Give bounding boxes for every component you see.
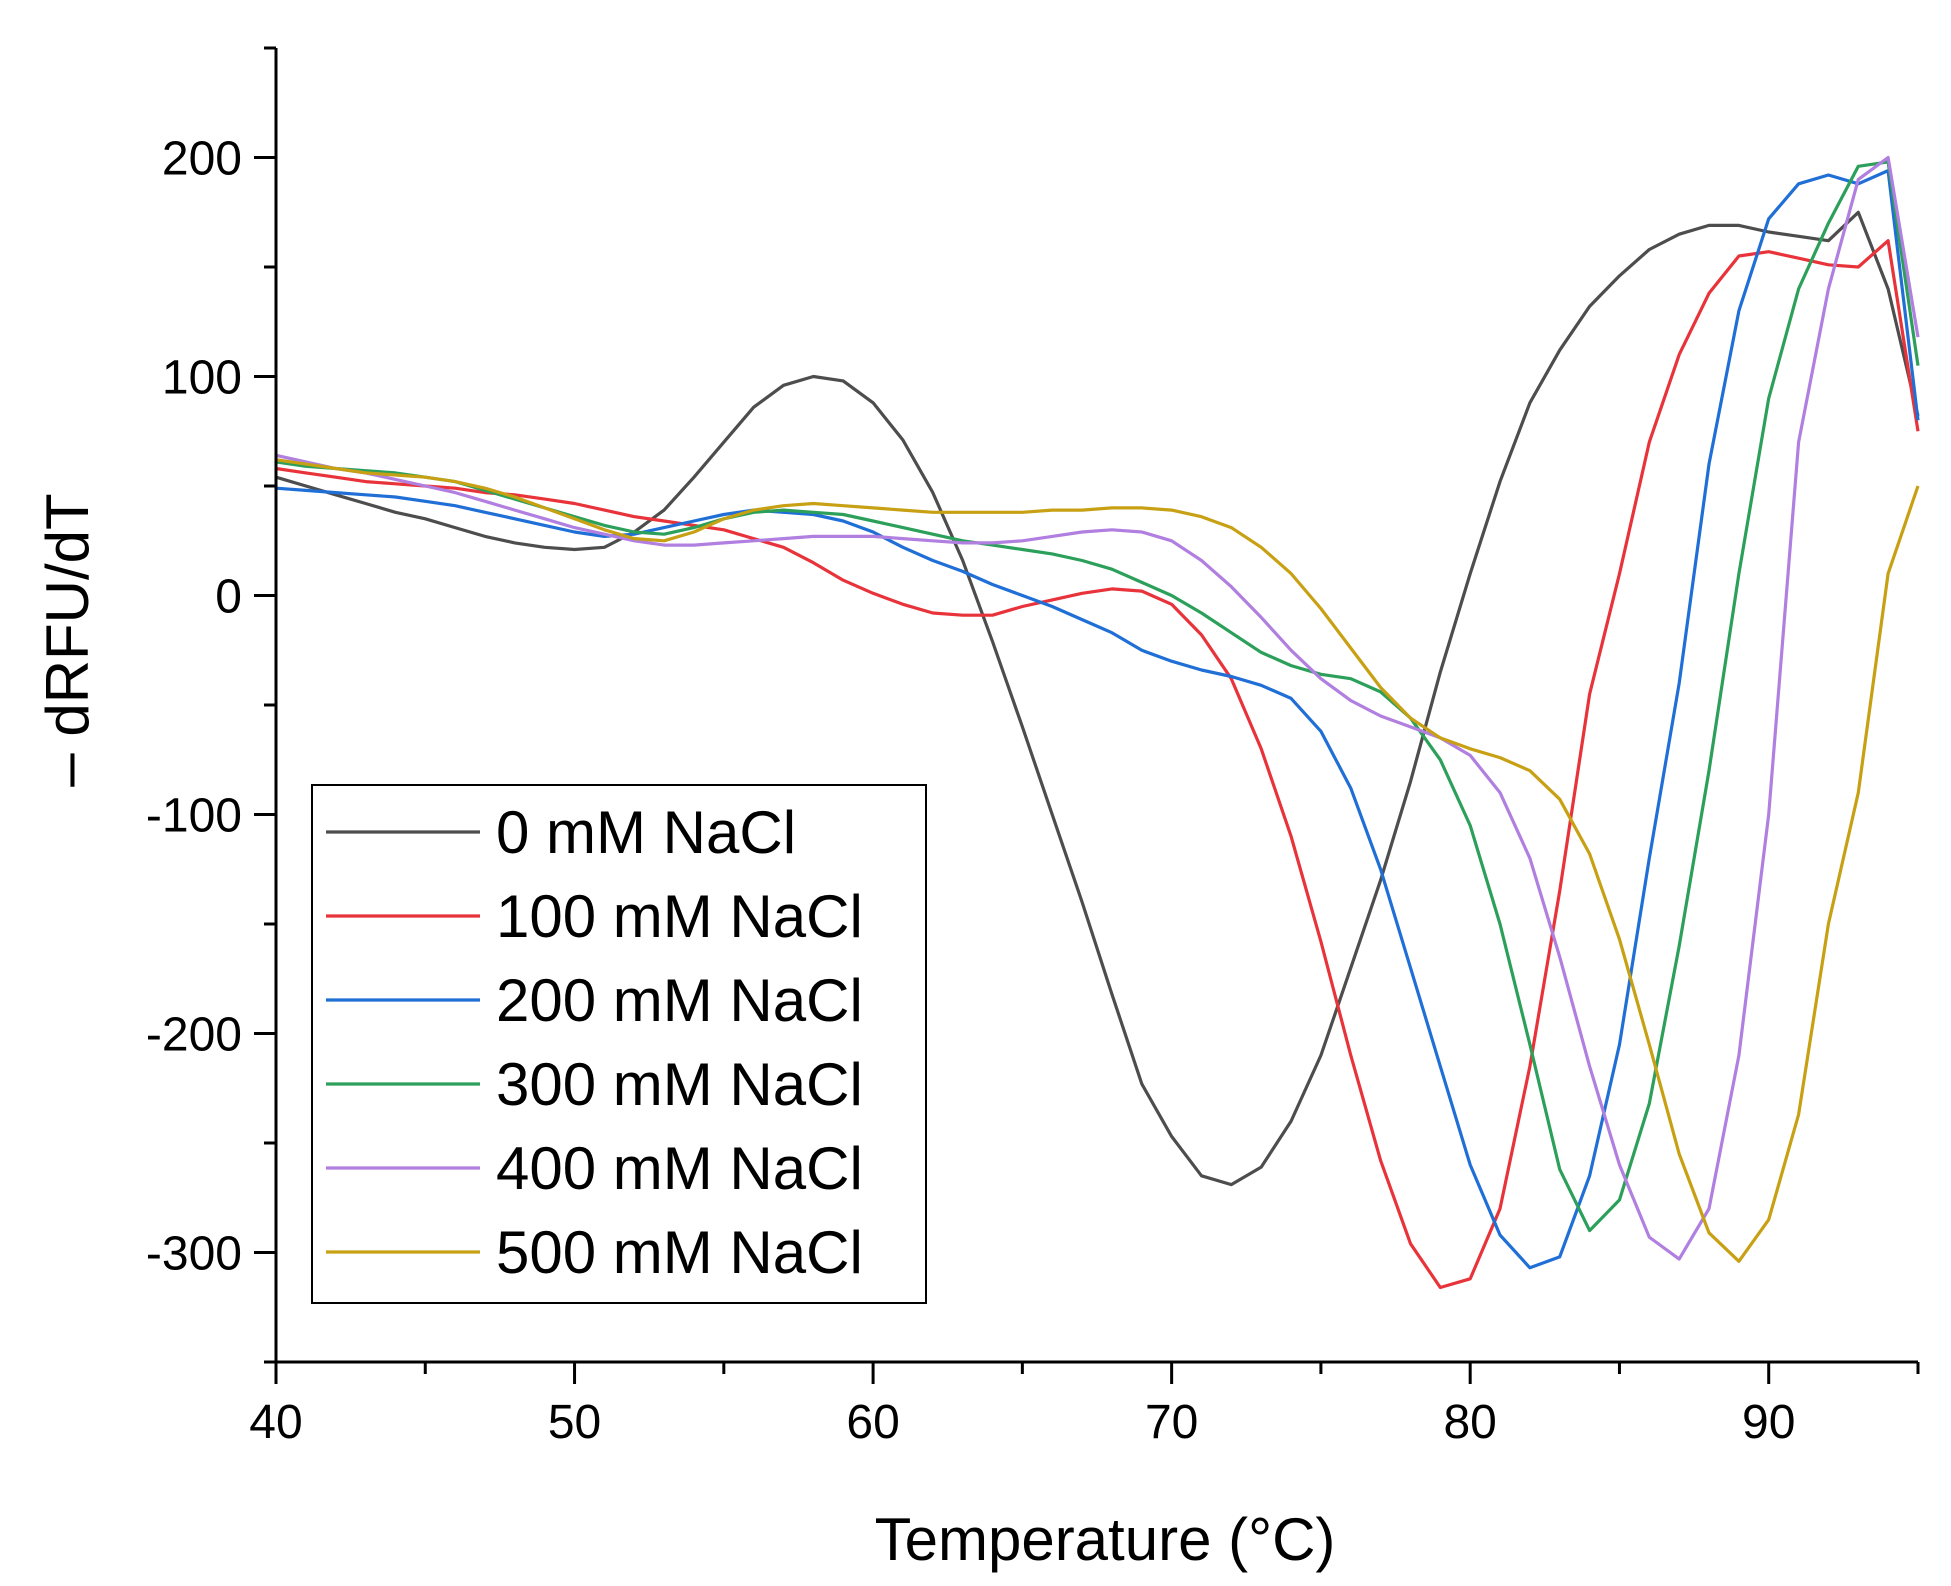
y-axis-title: – dRFU/dT bbox=[34, 493, 101, 786]
legend-label-2: 100 mM NaCl bbox=[496, 883, 863, 950]
legend-label-6: 500 mM NaCl bbox=[496, 1219, 863, 1286]
series-lines bbox=[275, 155, 1920, 1290]
series-line-6 bbox=[275, 458, 1920, 1263]
x-tick-label: 80 bbox=[1443, 1396, 1496, 1449]
x-tick-label: 90 bbox=[1742, 1396, 1795, 1449]
y-tick-label: 100 bbox=[162, 352, 242, 405]
legend-label-1: 0 mM NaCl bbox=[496, 799, 796, 866]
x-tick-label: 60 bbox=[846, 1396, 899, 1449]
y-tick-label: -200 bbox=[146, 1009, 242, 1062]
y-tick-label: -100 bbox=[146, 790, 242, 843]
x-tick-label: 40 bbox=[249, 1396, 302, 1449]
legend-box bbox=[311, 784, 927, 1304]
series-line-5 bbox=[275, 155, 1920, 1261]
x-tick-label: 70 bbox=[1145, 1396, 1198, 1449]
x-axis-title: Temperature (°C) bbox=[875, 1506, 1336, 1573]
series-line-1 bbox=[275, 210, 1920, 1187]
x-tick-label: 50 bbox=[548, 1396, 601, 1449]
y-tick-label: 0 bbox=[215, 571, 242, 624]
legend-label-3: 200 mM NaCl bbox=[496, 967, 863, 1034]
series-line-2 bbox=[275, 239, 1920, 1290]
legend-label-4: 300 mM NaCl bbox=[496, 1051, 863, 1118]
y-tick-label: -300 bbox=[146, 1228, 242, 1281]
legend: 0 mM NaCl 100 mM NaCl 200 mM NaCl 300 mM Na… bbox=[311, 784, 927, 1304]
y-tick-label: 200 bbox=[162, 133, 242, 186]
tick-labels: 40 50 60 70 80 90 -300 -200 -100 0 100 200 bbox=[146, 133, 1796, 1450]
series-line-3 bbox=[275, 169, 1920, 1270]
legend-label-5: 400 mM NaCl bbox=[496, 1135, 863, 1202]
axes bbox=[254, 46, 1920, 1384]
